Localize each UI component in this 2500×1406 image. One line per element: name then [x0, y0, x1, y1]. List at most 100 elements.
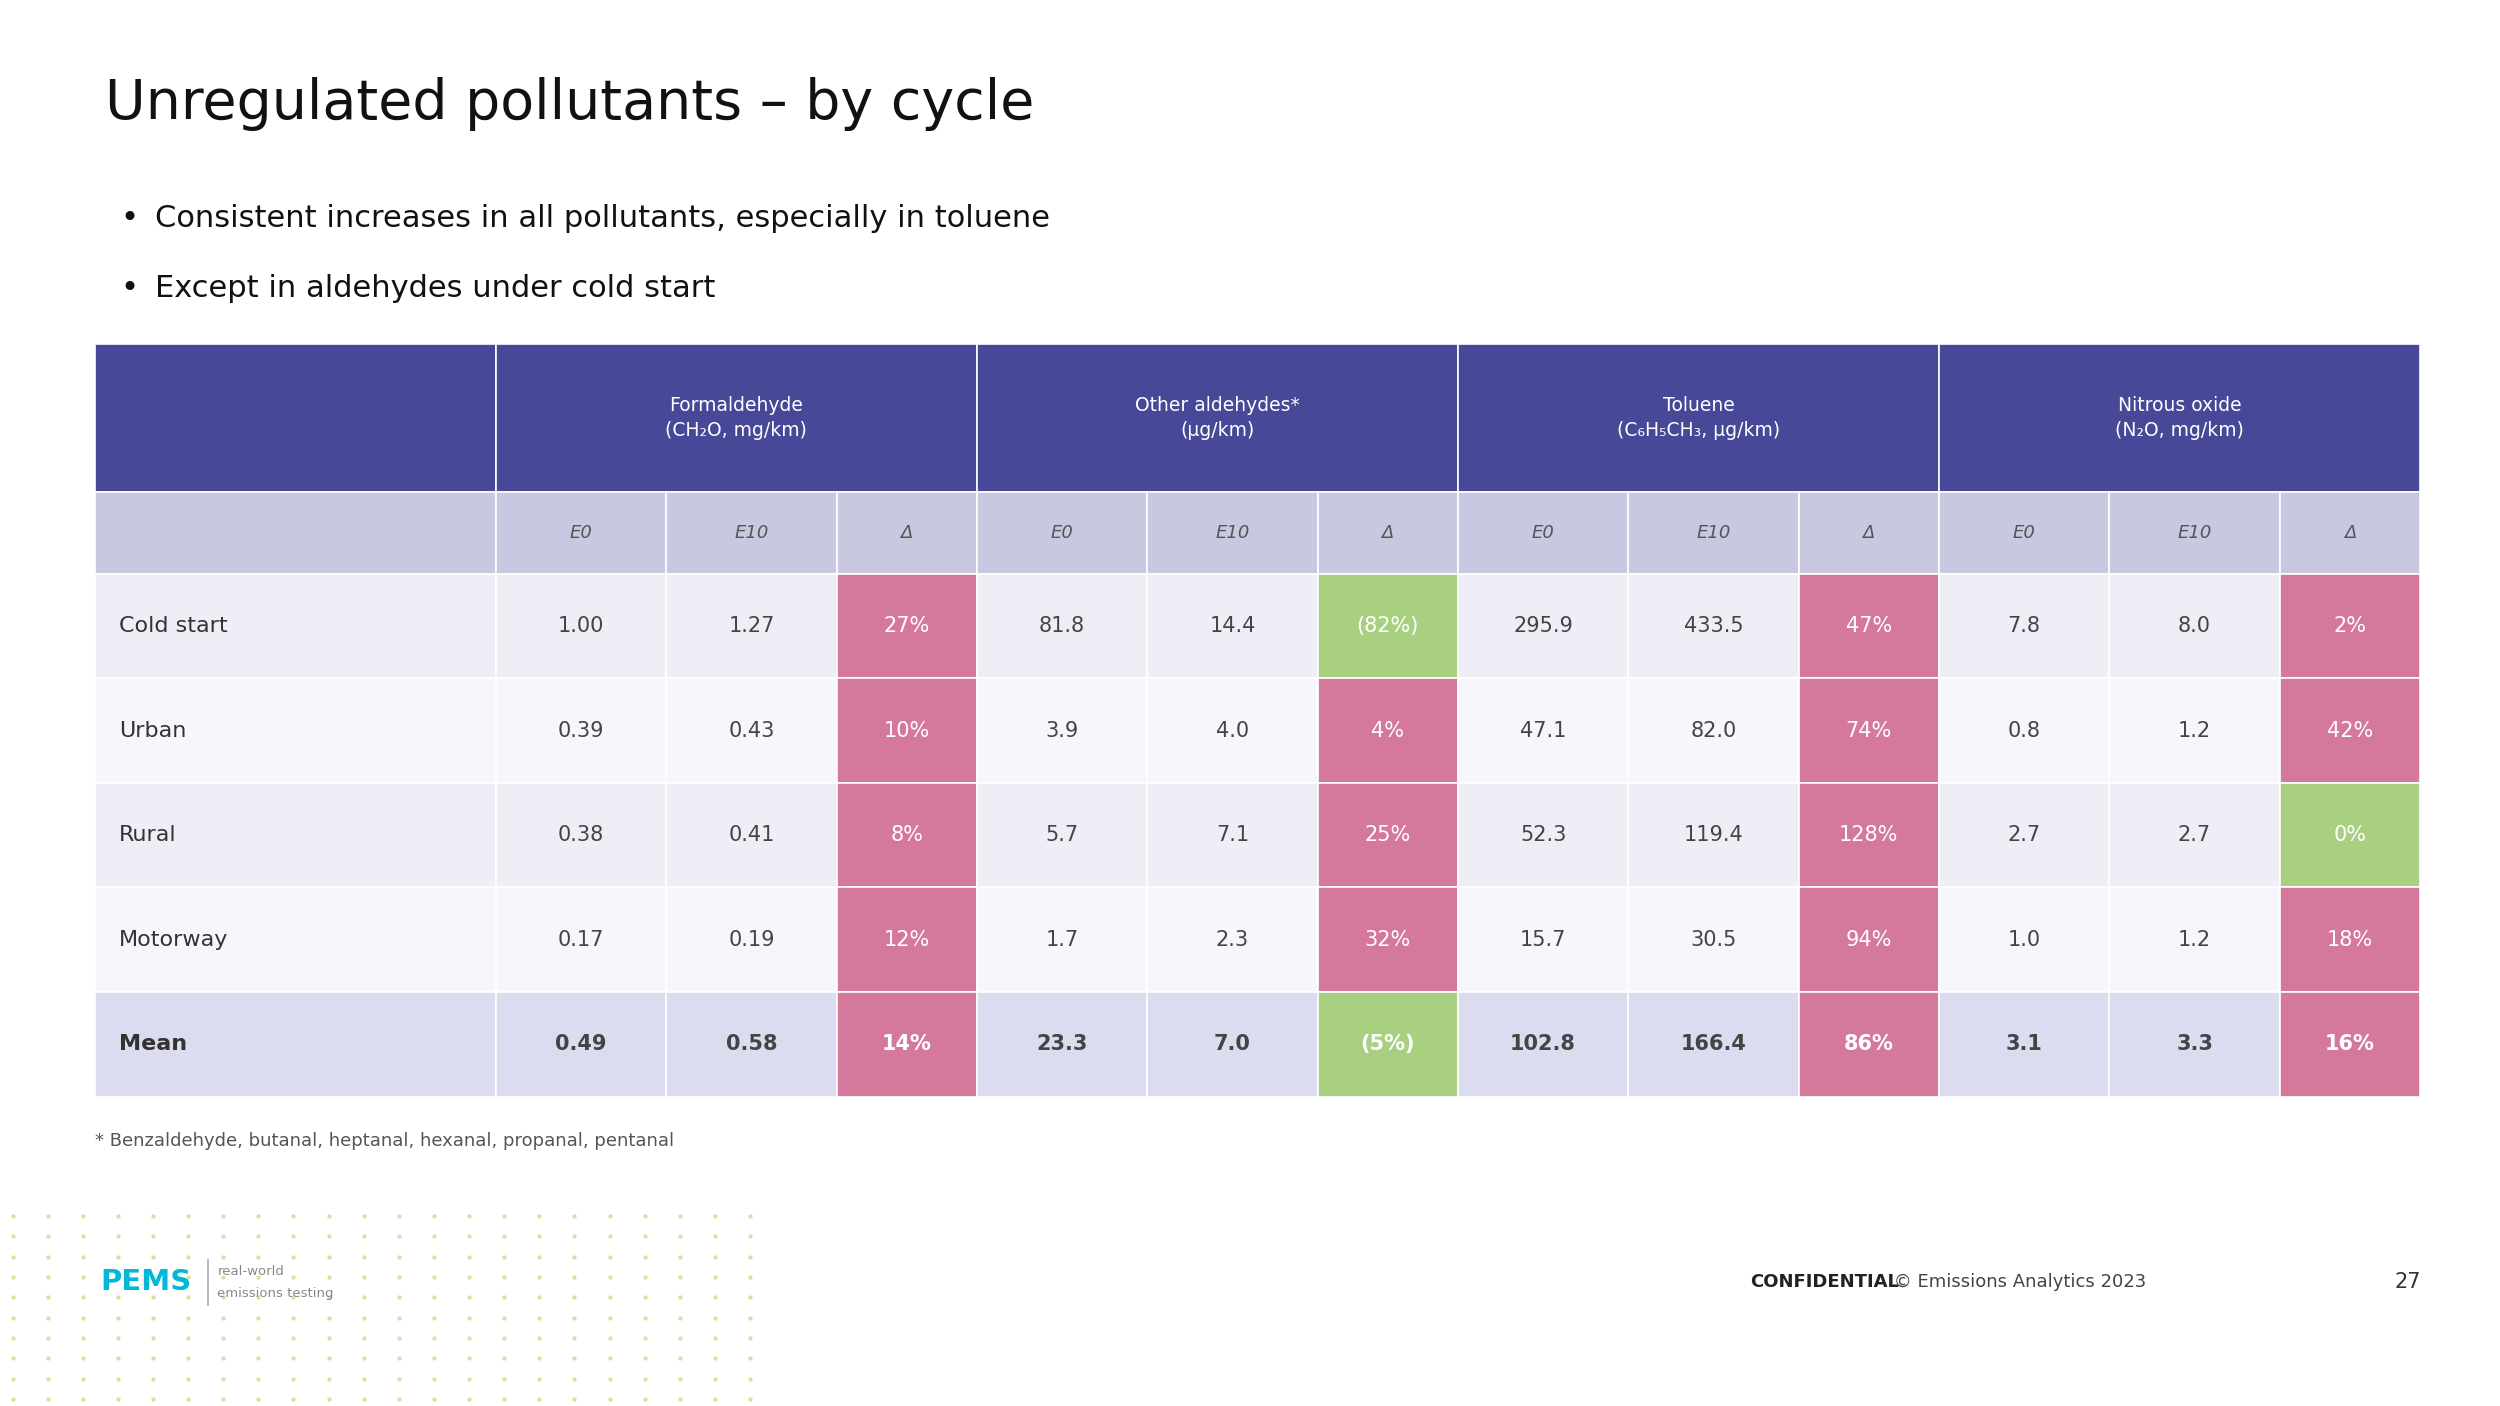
- Bar: [1798, 574, 1940, 678]
- Bar: [2280, 574, 2420, 678]
- Bar: [1458, 887, 1628, 993]
- Text: 1.0: 1.0: [2008, 929, 2040, 950]
- Text: 0.19: 0.19: [728, 929, 775, 950]
- Bar: [978, 574, 1148, 678]
- Bar: [495, 678, 665, 783]
- Text: 47.1: 47.1: [1520, 720, 1568, 741]
- Text: 2.3: 2.3: [1215, 929, 1250, 950]
- Text: 10%: 10%: [882, 720, 930, 741]
- Text: real-world: real-world: [217, 1264, 285, 1278]
- Text: Formaldehyde
(CH₂O, mg/km): Formaldehyde (CH₂O, mg/km): [665, 396, 808, 440]
- Text: E10: E10: [735, 524, 768, 541]
- Text: •: •: [120, 274, 138, 304]
- Text: PEMS: PEMS: [100, 1268, 190, 1296]
- Bar: [495, 993, 665, 1097]
- Text: Except in aldehydes under cold start: Except in aldehydes under cold start: [155, 274, 715, 304]
- Text: CONFIDENTIAL: CONFIDENTIAL: [1750, 1274, 1900, 1291]
- Text: Unregulated pollutants – by cycle: Unregulated pollutants – by cycle: [105, 77, 1035, 131]
- Text: 0.39: 0.39: [558, 720, 605, 741]
- Bar: [1940, 574, 2110, 678]
- Bar: [95, 783, 495, 887]
- Bar: [978, 783, 1148, 887]
- Text: 82.0: 82.0: [1690, 720, 1737, 741]
- Text: 0.38: 0.38: [558, 825, 605, 845]
- Bar: [2280, 993, 2420, 1097]
- Bar: [2280, 783, 2420, 887]
- Text: Consistent increases in all pollutants, especially in toluene: Consistent increases in all pollutants, …: [155, 204, 1050, 233]
- Bar: [665, 993, 838, 1097]
- Text: 0.41: 0.41: [728, 825, 775, 845]
- Text: 94%: 94%: [1845, 929, 1892, 950]
- Bar: [1940, 492, 2110, 574]
- Text: E0: E0: [570, 524, 592, 541]
- Bar: [2110, 887, 2280, 993]
- Text: 14%: 14%: [882, 1035, 932, 1054]
- Text: 0%: 0%: [2332, 825, 2367, 845]
- Text: 1.2: 1.2: [2178, 929, 2210, 950]
- Bar: [978, 993, 1148, 1097]
- Text: 0.8: 0.8: [2008, 720, 2040, 741]
- Bar: [1318, 492, 1457, 574]
- Text: 8%: 8%: [890, 825, 922, 845]
- Bar: [1940, 993, 2110, 1097]
- Text: 295.9: 295.9: [1512, 616, 1572, 636]
- Text: 27: 27: [2395, 1272, 2422, 1292]
- Text: 4%: 4%: [1372, 720, 1405, 741]
- Bar: [2110, 574, 2280, 678]
- Bar: [1458, 678, 1628, 783]
- Bar: [978, 678, 1148, 783]
- Text: (82%): (82%): [1358, 616, 1420, 636]
- Bar: [1940, 344, 2420, 492]
- Text: E0: E0: [1050, 524, 1072, 541]
- Text: Toluene
(C₆H₅CH₃, μg/km): Toluene (C₆H₅CH₃, μg/km): [1618, 396, 1780, 440]
- Text: 0.43: 0.43: [728, 720, 775, 741]
- Text: 7.1: 7.1: [1215, 825, 1250, 845]
- Text: 12%: 12%: [882, 929, 930, 950]
- Text: Urban: Urban: [120, 720, 188, 741]
- Bar: [978, 344, 1458, 492]
- Text: 4.0: 4.0: [1215, 720, 1250, 741]
- Text: 0.58: 0.58: [725, 1035, 778, 1054]
- Text: 3.9: 3.9: [1045, 720, 1078, 741]
- Text: Other aldehydes*
(μg/km): Other aldehydes* (μg/km): [1135, 396, 1300, 440]
- Bar: [2280, 887, 2420, 993]
- Text: 81.8: 81.8: [1040, 616, 1085, 636]
- Text: Δ: Δ: [1383, 524, 1395, 541]
- Bar: [1148, 574, 1318, 678]
- Bar: [95, 492, 495, 574]
- Text: 25%: 25%: [1365, 825, 1410, 845]
- Text: Δ: Δ: [2342, 524, 2355, 541]
- Bar: [1940, 783, 2110, 887]
- Text: 3.1: 3.1: [2005, 1035, 2042, 1054]
- Text: emissions testing: emissions testing: [217, 1286, 335, 1301]
- Bar: [1458, 344, 1940, 492]
- Bar: [2280, 492, 2420, 574]
- Text: 86%: 86%: [1845, 1035, 1895, 1054]
- Text: Nitrous oxide
(N₂O, mg/km): Nitrous oxide (N₂O, mg/km): [2115, 396, 2245, 440]
- Text: Δ: Δ: [1862, 524, 1875, 541]
- Bar: [1148, 783, 1318, 887]
- Bar: [978, 492, 1148, 574]
- Text: 2%: 2%: [2332, 616, 2367, 636]
- Bar: [1798, 783, 1940, 887]
- Text: 2.7: 2.7: [2008, 825, 2040, 845]
- Text: 23.3: 23.3: [1038, 1035, 1088, 1054]
- Bar: [2110, 678, 2280, 783]
- Bar: [1798, 678, 1940, 783]
- Bar: [838, 783, 978, 887]
- Text: 27%: 27%: [882, 616, 930, 636]
- Text: 1.00: 1.00: [558, 616, 605, 636]
- Bar: [495, 783, 665, 887]
- Text: * Benzaldehyde, butanal, heptanal, hexanal, propanal, pentanal: * Benzaldehyde, butanal, heptanal, hexan…: [95, 1132, 675, 1150]
- Text: 16%: 16%: [2325, 1035, 2375, 1054]
- Bar: [1798, 887, 1940, 993]
- Bar: [495, 492, 665, 574]
- Text: 14.4: 14.4: [1210, 616, 1255, 636]
- Bar: [1148, 887, 1318, 993]
- Text: E0: E0: [1532, 524, 1555, 541]
- Bar: [665, 887, 838, 993]
- Text: © Emissions Analytics 2023: © Emissions Analytics 2023: [1888, 1274, 2145, 1291]
- Bar: [1318, 574, 1457, 678]
- Bar: [1318, 783, 1457, 887]
- Bar: [1940, 678, 2110, 783]
